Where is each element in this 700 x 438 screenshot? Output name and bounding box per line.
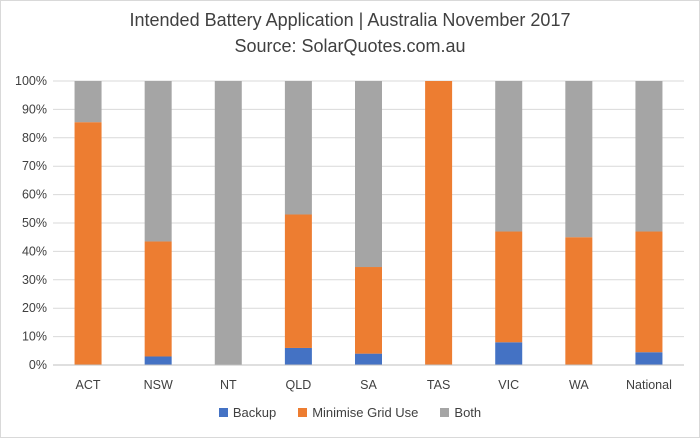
bar-segment: [144, 356, 172, 365]
x-tick-label: WA: [569, 378, 589, 392]
bar-segment: [565, 237, 593, 365]
chart-title: Intended Battery Application | Australia…: [129, 10, 571, 30]
bar-segment: [74, 81, 102, 123]
legend-label: Minimise Grid Use: [312, 405, 419, 420]
bar-segment: [355, 267, 382, 354]
bar-segment: [284, 214, 312, 348]
bar-segment: [284, 81, 312, 215]
bar-segment: [355, 81, 382, 268]
y-tick-label: 80%: [22, 131, 47, 145]
bar-segment: [214, 81, 242, 365]
y-tick-label: 0%: [29, 358, 47, 372]
y-tick-label: 20%: [22, 301, 47, 315]
x-tick-label: SA: [360, 378, 377, 392]
bar-segment: [284, 347, 312, 365]
bar-segment: [144, 241, 172, 357]
y-tick-label: 50%: [22, 216, 47, 230]
bar-segment: [495, 81, 523, 232]
x-tick-label: NT: [220, 378, 237, 392]
x-tick-label: TAS: [427, 378, 450, 392]
bar-segment: [355, 353, 382, 365]
y-tick-label: 30%: [22, 273, 47, 287]
legend-swatch: [218, 408, 228, 417]
x-tick-label: ACT: [76, 378, 101, 392]
x-tick-label: VIC: [498, 378, 519, 392]
bar-segment: [74, 122, 102, 366]
legend-swatch: [298, 408, 308, 417]
bar-segment: [635, 231, 663, 353]
y-tick-label: 70%: [22, 159, 47, 173]
y-tick-label: 90%: [22, 102, 47, 116]
chart-subtitle: Source: SolarQuotes.com.au: [234, 36, 466, 56]
bar-segment: [565, 81, 593, 238]
y-tick-label: 40%: [22, 244, 47, 258]
legend-item: Backup: [218, 405, 277, 420]
bar-segment: [635, 81, 663, 232]
x-tick-label: NSW: [144, 378, 173, 392]
legend-label: Both: [454, 405, 482, 420]
legend-swatch: [440, 408, 450, 417]
bar-segment: [635, 352, 663, 365]
x-tick-label: National: [626, 378, 672, 392]
y-tick-label: 100%: [15, 74, 47, 88]
chart-legend: Backup Minimise Grid Use Both: [1, 405, 699, 420]
y-tick-label: 10%: [22, 330, 47, 344]
bar-segment: [495, 342, 523, 365]
legend-item: Minimise Grid Use: [298, 405, 418, 420]
bar-segment: [495, 231, 523, 343]
x-tick-label: QLD: [286, 378, 312, 392]
y-tick-label: 60%: [22, 188, 47, 202]
legend-item: Both: [440, 405, 481, 420]
bar-segment: [425, 81, 453, 365]
bar-segment: [144, 81, 172, 242]
legend-label: Backup: [232, 405, 277, 420]
